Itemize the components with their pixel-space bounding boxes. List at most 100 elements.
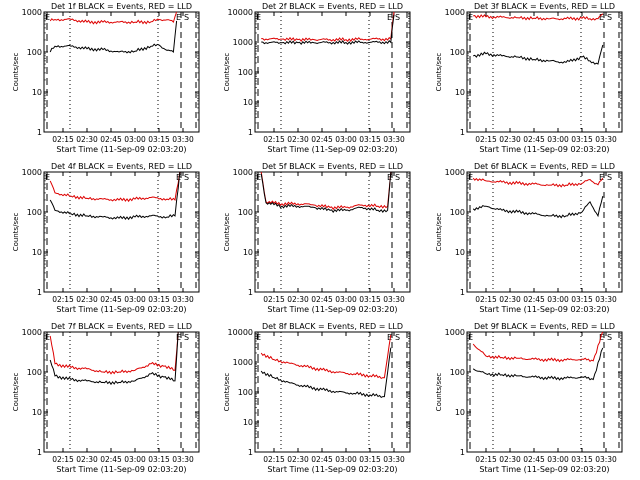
y-tick-label: 1 xyxy=(460,128,465,137)
events-series-line xyxy=(472,347,604,381)
y-tick-label: 100 xyxy=(238,68,253,77)
marker-e-left: E xyxy=(256,13,261,22)
x-tick-label: 03:00 xyxy=(335,295,357,304)
marker-e: E xyxy=(599,333,604,342)
y-tick-label: 100 xyxy=(27,208,42,217)
plot-title: Det 6f BLACK = Events, RED = LLD xyxy=(474,162,615,171)
y-tick-label: 1 xyxy=(37,128,42,137)
events-series-line xyxy=(472,195,604,219)
marker-s: S xyxy=(184,13,189,22)
y-tick-label: 10 xyxy=(455,408,465,417)
y-axis-label: Counts/sec xyxy=(12,373,20,412)
x-axis-label: Start Time (11-Sep-09 02:03:20) xyxy=(479,145,609,154)
marker-e-left: E xyxy=(256,333,261,342)
x-tick-label: 02:30 xyxy=(499,455,521,464)
x-tick-label: 03:15 xyxy=(571,295,593,304)
x-tick-label: 02:30 xyxy=(76,455,98,464)
x-tick-label: 03:00 xyxy=(335,455,357,464)
y-tick-label: 1 xyxy=(248,448,253,457)
lld-series-line xyxy=(472,331,604,363)
x-tick-label: 02:45 xyxy=(523,295,545,304)
x-tick-label: 03:15 xyxy=(148,295,170,304)
x-tick-label: 02:15 xyxy=(263,455,285,464)
lld-series-line xyxy=(49,11,178,25)
marker-s: S xyxy=(395,333,400,342)
x-tick-label: 02:30 xyxy=(287,135,309,144)
marker-e-left: E xyxy=(256,173,261,182)
marker-e-left: E xyxy=(45,333,50,342)
marker-s: S xyxy=(607,173,612,182)
x-tick-label: 03:15 xyxy=(359,295,381,304)
events-series-line xyxy=(49,20,178,54)
x-tick-label: 03:00 xyxy=(547,135,569,144)
plot-frame xyxy=(254,171,411,293)
x-tick-label: 03:15 xyxy=(359,135,381,144)
plot-title: Det 5f BLACK = Events, RED = LLD xyxy=(262,162,403,171)
y-tick-label: 1000 xyxy=(233,38,253,47)
y-tick-label: 100 xyxy=(450,208,465,217)
plot-title: Det 4f BLACK = Events, RED = LLD xyxy=(51,162,192,171)
events-series-line xyxy=(260,347,392,399)
x-tick-label: 02:45 xyxy=(100,455,122,464)
y-tick-label: 100 xyxy=(450,368,465,377)
x-tick-label: 02:45 xyxy=(523,455,545,464)
x-tick-label: 02:15 xyxy=(52,295,74,304)
y-axis-label: Counts/sec xyxy=(435,373,443,412)
x-tick-label: 02:45 xyxy=(100,295,122,304)
marker-e: E xyxy=(387,333,392,342)
marker-e: E xyxy=(599,13,604,22)
x-tick-label: 02:45 xyxy=(100,135,122,144)
marker-e-left: E xyxy=(468,13,473,22)
plot-frame xyxy=(254,11,411,133)
y-axis-label: Counts/sec xyxy=(435,213,443,252)
x-tick-label: 03:30 xyxy=(172,455,194,464)
y-tick-label: 1000 xyxy=(233,358,253,367)
x-tick-label: 03:15 xyxy=(571,455,593,464)
x-tick-label: 02:15 xyxy=(475,295,497,304)
y-tick-label: 1 xyxy=(460,448,465,457)
y-tick-label: 1000 xyxy=(445,8,465,17)
y-tick-label: 1000 xyxy=(445,328,465,337)
x-tick-label: 02:15 xyxy=(475,455,497,464)
x-tick-label: 03:30 xyxy=(172,295,194,304)
x-tick-label: 03:00 xyxy=(124,295,146,304)
x-tick-label: 02:30 xyxy=(287,455,309,464)
x-tick-label: 02:30 xyxy=(76,295,98,304)
y-tick-label: 10 xyxy=(32,88,42,97)
marker-e: E xyxy=(176,13,181,22)
x-tick-label: 02:45 xyxy=(311,295,333,304)
lld-series-line xyxy=(472,177,604,188)
events-series-line xyxy=(261,14,395,46)
x-tick-label: 02:30 xyxy=(499,295,521,304)
events-series-line xyxy=(260,171,392,213)
x-tick-label: 03:30 xyxy=(595,455,617,464)
plot-title: Det 7f BLACK = Events, RED = LLD xyxy=(51,322,192,331)
plot-title: Det 9f BLACK = Events, RED = LLD xyxy=(474,322,615,331)
lld-series-line xyxy=(261,11,395,42)
y-tick-label: 1000 xyxy=(22,8,42,17)
marker-e: E xyxy=(599,173,604,182)
x-axis-label: Start Time (11-Sep-09 02:03:20) xyxy=(479,465,609,474)
y-tick-label: 100 xyxy=(238,208,253,217)
y-tick-label: 100 xyxy=(27,48,42,57)
x-axis-label: Start Time (11-Sep-09 02:03:20) xyxy=(267,305,397,314)
marker-s: S xyxy=(184,173,189,182)
y-tick-label: 1 xyxy=(248,288,253,297)
lld-series-line xyxy=(473,13,604,21)
x-tick-label: 03:30 xyxy=(595,135,617,144)
y-tick-label: 10 xyxy=(455,88,465,97)
x-tick-label: 03:30 xyxy=(383,295,405,304)
x-tick-label: 02:30 xyxy=(287,295,309,304)
marker-s: S xyxy=(395,13,400,22)
plot-title: Det 8f BLACK = Events, RED = LLD xyxy=(262,322,403,331)
x-axis-label: Start Time (11-Sep-09 02:03:20) xyxy=(267,145,397,154)
x-tick-label: 02:15 xyxy=(52,455,74,464)
events-series-line xyxy=(473,44,604,65)
marker-e: E xyxy=(176,333,181,342)
x-axis-label: Start Time (11-Sep-09 02:03:20) xyxy=(479,305,609,314)
y-axis-label: Counts/sec xyxy=(223,373,231,412)
